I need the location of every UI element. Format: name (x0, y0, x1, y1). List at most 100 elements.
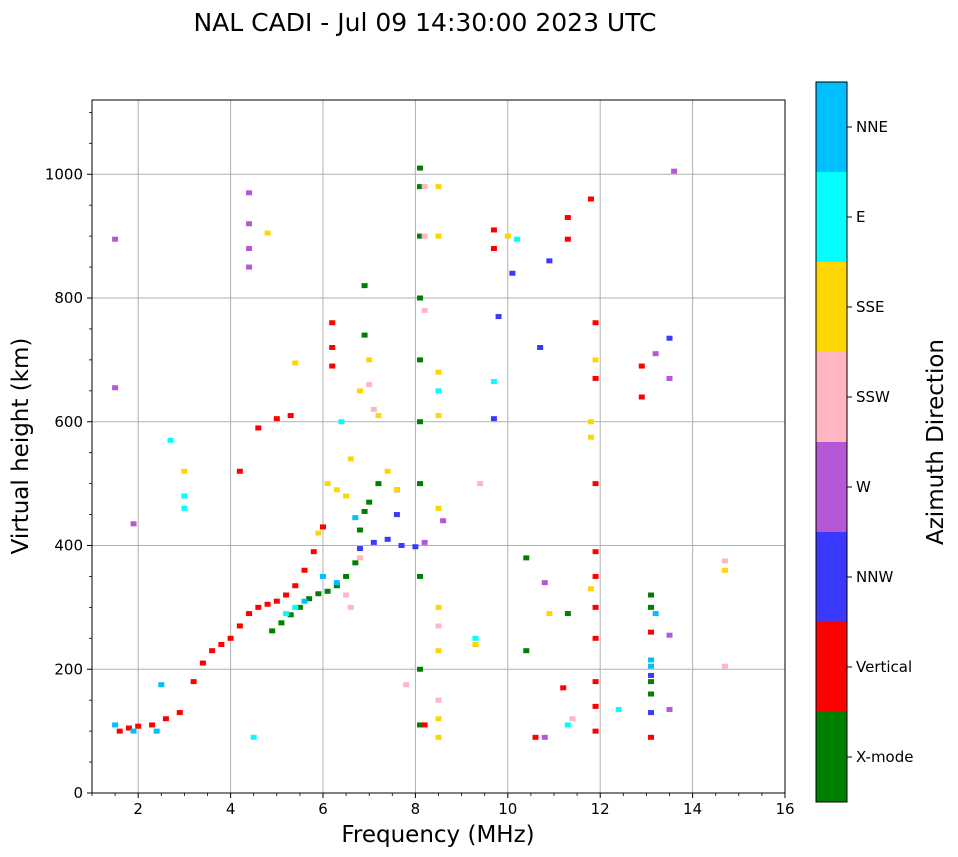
data-point-sse (264, 230, 271, 236)
y-tick-label: 0 (73, 784, 83, 802)
chart-title: NAL CADI - Jul 09 14:30:00 2023 UTC (193, 8, 656, 37)
data-point-x-mode (417, 184, 424, 190)
data-point-nne (153, 728, 160, 734)
data-point-w (246, 190, 253, 196)
data-point-x-mode (366, 499, 373, 505)
data-point-x-mode (648, 592, 655, 598)
colorbar-segment (816, 172, 847, 262)
data-point-sse (546, 611, 553, 617)
data-point-sse (435, 734, 442, 740)
data-point-vertical (236, 468, 243, 474)
x-tick-label: 14 (683, 800, 702, 818)
data-point-ssw (370, 406, 377, 412)
y-axis-label: Virtual height (km) (8, 338, 34, 555)
data-point-ssw (421, 307, 428, 313)
data-point-sse (333, 487, 340, 493)
data-point-w (112, 385, 119, 391)
data-point-vertical (246, 611, 253, 617)
data-point-nnw (648, 710, 655, 716)
data-point-x-mode (523, 555, 530, 561)
colorbar-segment (816, 712, 847, 802)
colorbar-segment (816, 352, 847, 442)
data-point-x-mode (564, 611, 571, 617)
data-point-ssw (569, 716, 576, 722)
data-point-nne (301, 598, 308, 604)
data-point-vertical (592, 703, 599, 709)
data-point-nnw (546, 258, 553, 264)
colorbar-tick-label: SSW (856, 388, 890, 406)
data-point-sse (504, 233, 511, 239)
data-point-ssw (721, 558, 728, 564)
data-point-vertical (125, 725, 132, 731)
data-point-x-mode (296, 604, 303, 610)
data-point-x-mode (306, 596, 313, 602)
data-point-x-mode (417, 573, 424, 579)
y-axis: 0 200 400 600 800 1000 (45, 111, 92, 802)
data-point-sse (472, 642, 479, 647)
data-point-w (246, 264, 253, 270)
data-point-nnw (398, 543, 405, 548)
data-point-vertical (648, 629, 655, 635)
colorbar-tick-label: X-mode (856, 748, 913, 766)
data-point-sse (587, 586, 594, 592)
y-tick-label: 400 (54, 537, 83, 555)
data-point-sse (384, 468, 391, 474)
data-point-sse (435, 716, 442, 722)
colorbar-segment (816, 532, 847, 622)
data-point-vertical (592, 604, 599, 610)
data-point-x-mode (356, 527, 363, 533)
data-point-x-mode (523, 648, 530, 654)
data-point-x-mode (333, 583, 340, 589)
data-point-w (666, 375, 673, 381)
data-point-vertical (592, 320, 599, 326)
colorbar-frame (815, 81, 848, 803)
data-point-x-mode (417, 233, 424, 239)
data-point-x-mode (361, 283, 368, 289)
data-point-x-mode (417, 481, 424, 487)
data-point-vertical (273, 598, 280, 604)
data-point-vertical (116, 728, 123, 734)
data-point-vertical (490, 227, 497, 233)
data-point-e (615, 706, 622, 712)
data-point-sse (721, 567, 728, 573)
data-point-x-mode (375, 481, 382, 487)
data-point-sse (435, 233, 442, 239)
data-point-sse (435, 369, 442, 375)
data-point-nne (130, 728, 137, 734)
data-point-w (666, 632, 673, 638)
data-point-vertical (592, 549, 599, 555)
data-point-vertical (592, 679, 599, 685)
y-tick-label: 600 (54, 413, 83, 431)
data-point-ssw (477, 481, 484, 487)
colorbar-tick-label: SSE (856, 298, 885, 316)
data-point-x-mode (287, 612, 294, 618)
data-point-w (246, 221, 253, 227)
data-point-w (541, 580, 548, 586)
data-point-nnw (370, 539, 377, 545)
data-point-sse (435, 184, 442, 190)
data-point-e (181, 505, 188, 511)
data-point-vertical (329, 345, 336, 350)
data-point-w (112, 236, 119, 242)
y-tick-label: 800 (54, 289, 83, 307)
data-point-vertical (560, 685, 567, 691)
data-point-vertical (592, 481, 599, 487)
data-point-vertical (218, 642, 225, 647)
colorbar-tick-label: NNE (856, 118, 888, 136)
data-point-sse (315, 530, 322, 536)
x-tick-label: 16 (775, 800, 794, 818)
data-point-vertical (273, 416, 280, 422)
data-point-vertical (592, 375, 599, 381)
data-point-vertical (490, 246, 497, 251)
data-point-vertical (236, 623, 243, 629)
data-point-nne (112, 722, 119, 728)
data-point-sse (292, 360, 299, 366)
x-tick-label: 4 (226, 800, 236, 818)
data-point-nnw (509, 270, 516, 276)
data-point-e (181, 493, 188, 499)
data-point-x-mode (352, 560, 359, 566)
data-point-nne (648, 657, 655, 663)
data-point-vertical (564, 215, 571, 221)
data-point-vertical (176, 710, 183, 716)
data-point-vertical (255, 425, 262, 431)
